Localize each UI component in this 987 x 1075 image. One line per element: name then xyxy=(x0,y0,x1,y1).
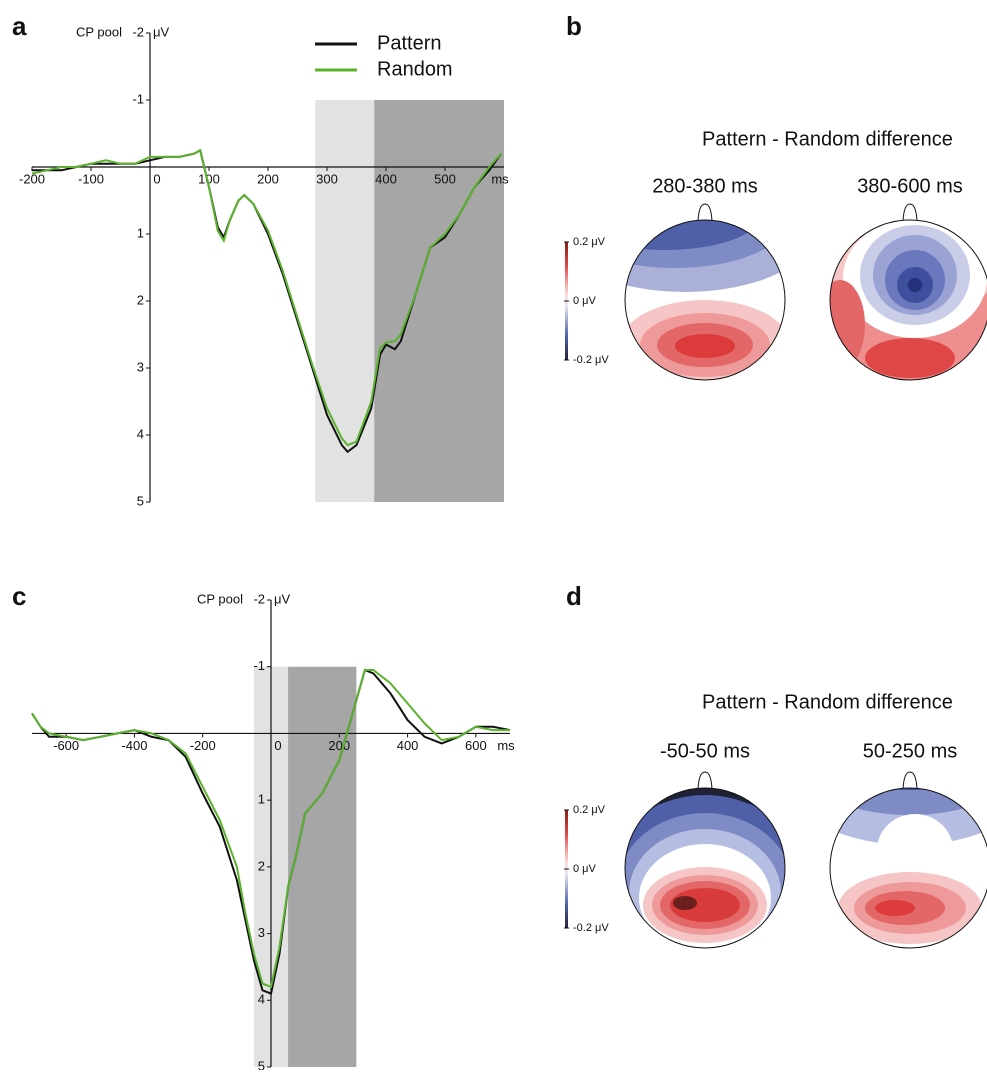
y-axis-label: CP pool xyxy=(76,24,122,39)
colorbar-label: 0 μV xyxy=(573,295,597,307)
colorbar-label: 0 μV xyxy=(573,863,597,875)
x-tick-label: -600 xyxy=(53,738,79,753)
y-axis-label: CP pool xyxy=(197,591,243,606)
colorbar-label: -0.2 μV xyxy=(573,922,609,934)
x-tick-label: -200 xyxy=(190,738,216,753)
y-tick-label: 1 xyxy=(137,225,144,240)
map-label: 280-380 ms xyxy=(652,175,758,197)
head-nose xyxy=(902,771,918,790)
topo-contour xyxy=(865,338,955,378)
x-tick-label: -400 xyxy=(121,738,147,753)
x-tick-label: 200 xyxy=(328,738,350,753)
shaded-region xyxy=(288,666,357,1067)
topo-contour xyxy=(675,334,735,358)
panel-label: c xyxy=(12,581,26,611)
data-line xyxy=(31,148,502,447)
panel-label: a xyxy=(12,11,27,41)
data-line xyxy=(31,669,510,989)
head-outline xyxy=(829,787,987,949)
x-tick-label: 500 xyxy=(434,171,456,186)
map-label: 380-600 ms xyxy=(857,175,963,197)
legend-label: Random xyxy=(377,58,453,80)
head-outline xyxy=(624,219,786,381)
x-tick-label: 400 xyxy=(397,738,419,753)
map-title: Pattern - Random difference xyxy=(702,128,953,150)
colorbar-label: 0.2 μV xyxy=(573,804,606,816)
shaded-region xyxy=(374,100,504,502)
map-label: 50-250 ms xyxy=(863,740,958,762)
y-tick-label: 2 xyxy=(258,858,265,873)
x-tick-label: 300 xyxy=(316,171,338,186)
head-outline xyxy=(829,219,987,381)
x-tick-label: -200 xyxy=(19,171,45,186)
y-axis-unit: μV xyxy=(274,591,290,606)
topomap xyxy=(625,788,785,948)
x-tick-label: 0 xyxy=(153,171,160,186)
y-tick-label: -1 xyxy=(253,658,265,673)
y-tick-label: -2 xyxy=(253,591,265,606)
map-title: Pattern - Random difference xyxy=(702,691,953,713)
y-tick-label: 4 xyxy=(137,426,144,441)
head-outline xyxy=(624,787,786,949)
head-nose xyxy=(902,203,918,222)
y-tick-label: -1 xyxy=(132,91,144,106)
y-tick-label: 3 xyxy=(137,359,144,374)
x-axis-label: ms xyxy=(491,171,509,186)
y-tick-label: -2 xyxy=(132,24,144,39)
topo-contour xyxy=(625,220,760,250)
colorbar-label: -0.2 μV xyxy=(573,354,609,366)
legend-label: Pattern xyxy=(377,32,441,54)
panel-label: d xyxy=(566,581,582,611)
topomap xyxy=(830,220,987,380)
topo-contour xyxy=(830,280,865,370)
y-tick-label: 4 xyxy=(258,992,265,1007)
x-tick-label: 0 xyxy=(274,738,281,753)
panel-label: b xyxy=(566,11,582,41)
head-nose xyxy=(697,771,713,790)
y-tick-label: 1 xyxy=(258,792,265,807)
y-tick-label: 5 xyxy=(258,1058,265,1070)
x-tick-label: 400 xyxy=(375,171,397,186)
map-label: -50-50 ms xyxy=(660,740,750,762)
x-tick-label: -100 xyxy=(78,171,104,186)
y-axis-unit: μV xyxy=(153,24,169,39)
y-tick-label: 5 xyxy=(137,493,144,508)
y-tick-label: 2 xyxy=(137,292,144,307)
x-axis-label: ms xyxy=(497,738,515,753)
head-nose xyxy=(697,203,713,222)
topo-contour xyxy=(908,278,922,292)
x-tick-label: 600 xyxy=(465,738,487,753)
x-tick-label: 200 xyxy=(257,171,279,186)
topo-contour xyxy=(875,900,915,916)
colorbar-label: 0.2 μV xyxy=(573,236,606,248)
y-tick-label: 3 xyxy=(258,925,265,940)
x-tick-label: 100 xyxy=(198,171,220,186)
topo-contour xyxy=(673,896,697,910)
